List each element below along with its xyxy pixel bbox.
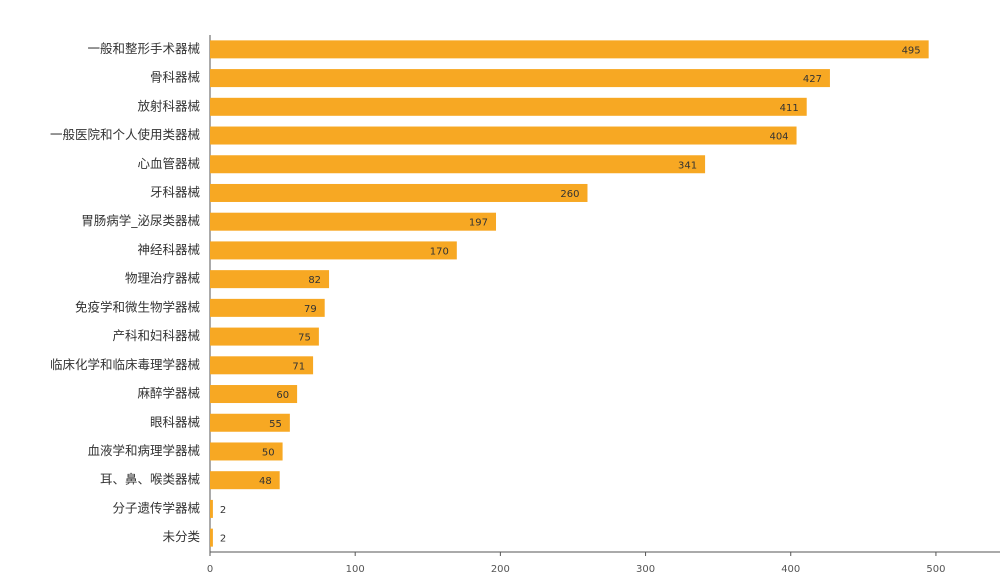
x-tick-label: 300 [636, 564, 655, 575]
value-label: 55 [269, 419, 282, 430]
value-label: 60 [276, 390, 289, 401]
bar [210, 413, 290, 432]
value-label: 2 [220, 534, 226, 545]
value-label: 79 [304, 304, 317, 315]
bar [210, 97, 807, 116]
bar [210, 40, 929, 59]
bar [210, 442, 283, 461]
value-label: 170 [430, 246, 449, 257]
y-tick-label: 物理治疗器械 [125, 271, 201, 286]
y-tick-label: 麻醉学器械 [137, 386, 200, 401]
value-label: 2 [220, 505, 226, 516]
y-tick-label: 一般医院和个人使用类器械 [50, 127, 201, 142]
value-label: 260 [560, 189, 579, 200]
y-tick-label: 一般和整形手术器械 [87, 41, 200, 56]
value-label: 495 [902, 45, 921, 56]
value-label: 75 [298, 333, 311, 344]
y-tick-label: 牙科器械 [150, 184, 201, 199]
bar [210, 327, 319, 346]
y-tick-label: 眼科器械 [150, 414, 201, 429]
y-tick-label: 未分类 [162, 529, 200, 544]
y-tick-label: 临床化学和临床毒理学器械 [50, 357, 201, 372]
value-label: 82 [308, 275, 321, 286]
value-label: 197 [469, 218, 488, 229]
value-label: 48 [259, 476, 272, 487]
y-tick-label: 骨科器械 [150, 70, 201, 85]
value-label: 411 [780, 103, 799, 114]
bar [210, 356, 314, 375]
bar [210, 241, 457, 260]
bar [210, 385, 298, 404]
y-tick-label: 耳、鼻、喉类器械 [100, 472, 201, 487]
y-tick-label: 胃肠病学_泌尿类器械 [81, 213, 200, 228]
bar [210, 499, 213, 518]
y-tick-label: 血液学和病理学器械 [87, 443, 200, 458]
x-tick-label: 200 [491, 564, 510, 575]
bar [210, 183, 588, 202]
y-tick-label: 产科和妇科器械 [112, 328, 200, 343]
y-tick-label: 神经科器械 [137, 242, 200, 257]
value-label: 71 [292, 361, 305, 372]
value-label: 427 [803, 74, 822, 85]
value-label: 50 [262, 447, 275, 458]
value-label: 341 [678, 160, 697, 171]
bar [210, 126, 797, 145]
bar [210, 155, 706, 174]
y-tick-label: 免疫学和微生物学器械 [75, 299, 201, 314]
value-label: 404 [769, 132, 788, 143]
bar [210, 298, 325, 317]
x-tick-label: 0 [207, 564, 213, 575]
bar [210, 528, 213, 547]
bar [210, 212, 497, 231]
x-tick-label: 100 [346, 564, 365, 575]
x-tick-label: 500 [926, 564, 945, 575]
bar [210, 270, 330, 289]
y-tick-label: 心血管器械 [137, 156, 200, 171]
y-tick-label: 放射科器械 [137, 98, 200, 113]
y-tick-label: 分子遗传学器械 [112, 500, 200, 515]
bar [210, 69, 830, 88]
x-tick-label: 400 [781, 564, 800, 575]
bar [210, 471, 280, 490]
